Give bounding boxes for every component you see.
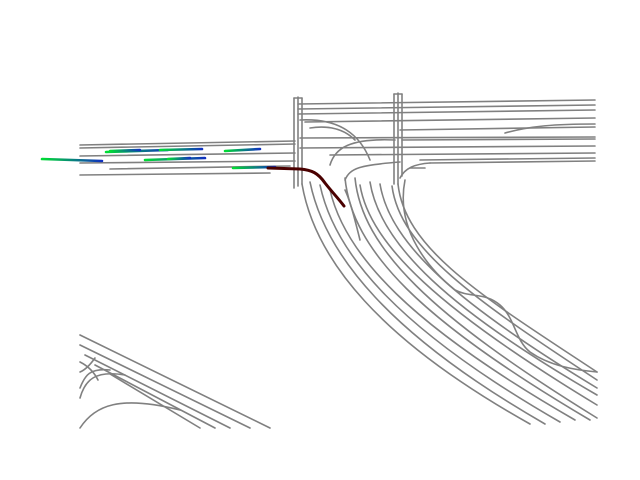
ramp-spur [344, 189, 361, 241]
lane-right-4 [304, 117, 596, 123]
lane-right-7 [299, 145, 596, 149]
lane-right-5 [399, 126, 596, 131]
sw-curve-2 [79, 368, 111, 389]
lane-right-8 [329, 152, 596, 156]
sw-curve-3 [79, 402, 181, 429]
sw-lane-3 [84, 354, 231, 429]
turn-curve-4 [399, 162, 431, 179]
ramp-lane-10 [391, 185, 598, 381]
lane-left-2 [79, 143, 296, 149]
lane-lines [79, 92, 598, 429]
sw-curve-1 [79, 373, 126, 399]
turn-curve-5 [344, 161, 401, 181]
turn-curve-2 [329, 138, 396, 166]
ramp-lane-11 [397, 183, 598, 373]
lane-right-6 [299, 136, 596, 139]
agent-trajectory-7 [166, 156, 192, 161]
ramp-lane-4 [329, 189, 576, 421]
turn-curve-1 [299, 119, 371, 161]
ramp-lane-2 [309, 181, 546, 425]
ramp-lane-6 [354, 177, 598, 419]
agent-trajectory-4 [158, 147, 204, 152]
sw-lane-4 [94, 364, 216, 429]
sw-lane-1 [79, 334, 271, 429]
ramp-lane-5 [344, 177, 591, 421]
ramp-lane-8 [369, 181, 598, 396]
lane-left-5 [79, 172, 271, 176]
sw-lane-5 [109, 373, 201, 429]
turn-curve-3 [309, 126, 356, 141]
ramp-lane-1 [301, 183, 531, 425]
lane-left-3 [79, 152, 296, 157]
ramp-lane-7 [359, 184, 598, 406]
lane-right-3 [297, 109, 596, 115]
ramp-lane-9 [379, 183, 598, 389]
sw-curve-5 [79, 357, 96, 373]
lane-right-1 [297, 99, 596, 105]
lane-left-1 [79, 140, 296, 146]
sw-lane-2 [79, 344, 251, 429]
lane-right-9 [419, 157, 596, 161]
lane-right-2 [297, 104, 596, 110]
lane-right-10 [429, 160, 596, 164]
agent-trajectories [40, 147, 277, 170]
sw-curve-4 [79, 361, 99, 381]
lane-right-merge [504, 123, 596, 134]
agent-trajectory-1 [40, 157, 104, 163]
ramp-edge-outer [402, 179, 598, 373]
agent-trajectory-5 [223, 147, 262, 153]
lane-right-11 [401, 138, 596, 141]
ramp-lane-3 [319, 184, 561, 423]
lane-left-4 [79, 160, 296, 164]
agent-trajectory-8 [108, 148, 142, 153]
ego-trajectory [266, 166, 346, 208]
